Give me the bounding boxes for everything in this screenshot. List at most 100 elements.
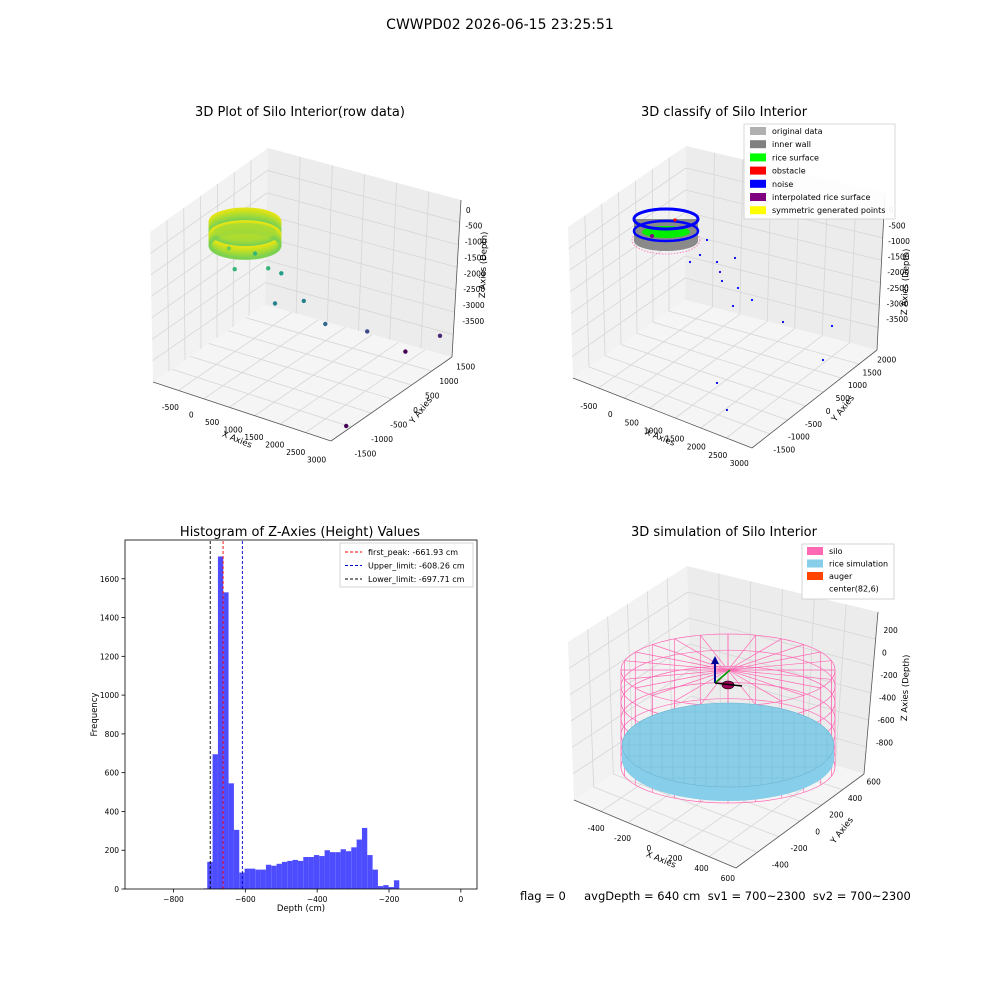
panel-1-x-tick: 3000 bbox=[307, 455, 326, 464]
panel-3-bar bbox=[367, 855, 373, 889]
panel-2-grid bbox=[623, 313, 741, 399]
panel-3-bar bbox=[329, 852, 336, 889]
panel-1-grid bbox=[267, 170, 460, 223]
panel-1-grid bbox=[358, 173, 365, 332]
status-text: flag = 0 avgDepth = 640 cm sv1 = 700~230… bbox=[520, 889, 911, 903]
panel-4-x-tick: 600 bbox=[721, 874, 736, 883]
panel-3-bar bbox=[356, 839, 362, 889]
panel-2-noise-point bbox=[715, 381, 719, 385]
figure-title: CWWPD02 2026-06-15 23:25:51 bbox=[386, 17, 614, 33]
panel-2-y-tick: -1500 bbox=[773, 446, 795, 455]
panel-2-grid bbox=[620, 344, 806, 407]
panel-3-x-tick: −800 bbox=[163, 895, 184, 904]
panel-4-x-tick: 200 bbox=[668, 854, 683, 863]
panel-1-grid bbox=[152, 282, 266, 361]
panel-4-z-tick: 200 bbox=[883, 626, 898, 635]
panel-1-point bbox=[323, 321, 328, 327]
panel-1-grid bbox=[246, 317, 432, 372]
panel-4-grid bbox=[688, 617, 874, 667]
panel-3-y-label: Frequency bbox=[90, 693, 100, 737]
panel-1-point bbox=[279, 271, 284, 276]
panel-4-y-label: Y Axies bbox=[828, 815, 856, 847]
panel-3-bar bbox=[207, 861, 213, 889]
panel-2-grid bbox=[685, 211, 882, 261]
panel-4-center-y-arrow bbox=[714, 669, 731, 684]
panel-3-y-tick: 1600 bbox=[100, 575, 119, 584]
panel-1-y-axis-line bbox=[330, 356, 453, 442]
panel-3-legend bbox=[339, 542, 474, 588]
panel-3-bar bbox=[281, 861, 288, 889]
panel-4-grid bbox=[687, 591, 876, 640]
panel-3-bar bbox=[249, 868, 256, 889]
panel-2-noise-point bbox=[733, 256, 737, 260]
panel-4-silo-roof-spoke bbox=[635, 669, 729, 689]
panel-4-silo-roof-spoke bbox=[674, 669, 729, 702]
panel-1-z-tick: 0 bbox=[466, 206, 471, 215]
panel-2-legend-label: original data bbox=[772, 127, 823, 136]
panel-2-noise-point bbox=[688, 260, 692, 264]
panel-3-bar bbox=[372, 869, 378, 889]
panel-4-legend-swatch bbox=[807, 572, 823, 580]
panel-2-x-axis-line bbox=[572, 377, 753, 449]
panel-4-y-tick: 600 bbox=[867, 777, 882, 786]
panel-1-x-tick: 1500 bbox=[244, 433, 263, 442]
panel-1-grid bbox=[183, 207, 186, 361]
panel-2-grid bbox=[726, 342, 850, 439]
panel-4-silo-roof-spoke bbox=[700, 634, 729, 671]
panel-2-y-tick: -500 bbox=[805, 420, 822, 429]
panel-3-bar bbox=[287, 860, 293, 889]
panel-2-z-tick: -3000 bbox=[887, 299, 909, 308]
panel-4-y-tick: 400 bbox=[848, 794, 863, 803]
panel-4-silo-roof-spoke bbox=[727, 660, 832, 671]
panel-1-z-label: Z Axies (Depth) bbox=[478, 231, 490, 298]
panel-1-point bbox=[252, 251, 258, 256]
panel-2-y-tick: 1500 bbox=[863, 368, 882, 377]
panel-2-grid bbox=[700, 335, 823, 429]
panel-3-bar bbox=[239, 872, 245, 889]
panel-2-noise-point bbox=[715, 260, 719, 264]
panel-1-point bbox=[301, 298, 306, 304]
panel-1-point bbox=[226, 246, 232, 251]
panel-2-grid bbox=[604, 355, 788, 421]
panel-2-noise-point bbox=[821, 358, 825, 362]
panel-2-x-tick: -500 bbox=[580, 402, 597, 411]
panel-2-obstacle-point bbox=[673, 218, 677, 222]
panel-2-grid bbox=[635, 180, 638, 334]
panel-3-legend-label: Lower_limit: -697.71 cm bbox=[368, 575, 465, 584]
panel-3-title: Histogram of Z-Axies (Height) Values bbox=[180, 525, 420, 540]
panel-4-z-tick: 0 bbox=[882, 648, 887, 657]
panel-4-grid bbox=[593, 786, 758, 853]
panel-3-bar bbox=[303, 857, 309, 889]
panel-2-z-tick: -1500 bbox=[888, 253, 910, 262]
panel-3-y-tick: 1000 bbox=[100, 691, 119, 700]
panel-2-noise-point bbox=[731, 304, 735, 308]
panel-1-x-tick: -500 bbox=[162, 403, 179, 412]
panel-2-noise-point bbox=[718, 270, 722, 274]
panel-1-grid bbox=[151, 259, 267, 340]
panel-2-noise-ring-top bbox=[632, 207, 700, 231]
panel-3-x-tick: −200 bbox=[379, 895, 400, 904]
panel-1-grid bbox=[266, 214, 458, 268]
panel-2-z-tick: -3500 bbox=[886, 315, 908, 324]
panel-4-silo-roof-spoke bbox=[727, 669, 782, 702]
panel-4-z-tick: -400 bbox=[879, 693, 896, 702]
panel-1-z-tick: -3000 bbox=[463, 301, 485, 310]
panel-3-bar bbox=[308, 857, 314, 889]
panel-3-y-tick: 600 bbox=[105, 769, 120, 778]
panel-3-legend-label: first_peak: -661.93 cm bbox=[368, 548, 458, 557]
panel-3-bar bbox=[345, 851, 352, 889]
panel-2-legend-label: symmetric generated points bbox=[772, 206, 885, 215]
panel-3-x-label: Depth (cm) bbox=[277, 904, 325, 914]
panel-2-interpolated-point bbox=[650, 234, 654, 238]
panel-1-x-tick: 0 bbox=[189, 410, 194, 419]
panel-3-legend-label: Upper_limit: -608.26 cm bbox=[368, 562, 465, 571]
panel-4-legend-swatch bbox=[807, 547, 823, 555]
panel-2-x-tick: 2000 bbox=[687, 443, 706, 452]
panel-2-grid bbox=[618, 192, 622, 345]
panel-2-z-tick: -2000 bbox=[887, 268, 909, 277]
panel-3-y-tick: 400 bbox=[105, 807, 120, 816]
panel-2-noise-point bbox=[736, 286, 740, 290]
panel-4-silo-roof-spoke bbox=[624, 669, 729, 680]
panel-2-grid bbox=[685, 255, 880, 306]
panel-3-bar bbox=[335, 852, 341, 889]
